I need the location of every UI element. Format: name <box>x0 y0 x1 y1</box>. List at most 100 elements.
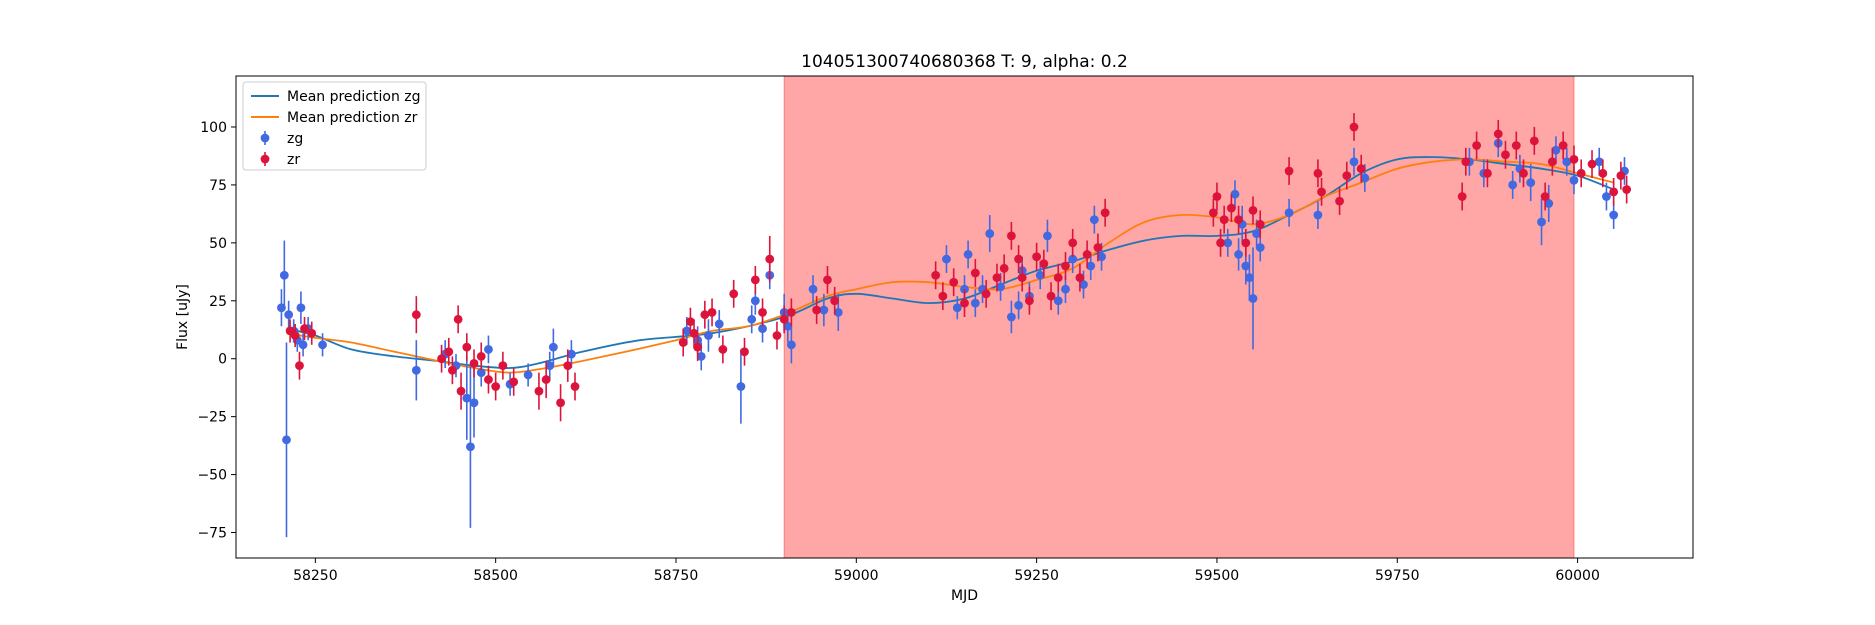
data-point-zr <box>981 289 991 299</box>
data-point-zr <box>1501 150 1510 160</box>
data-point-zr <box>290 331 300 340</box>
data-point-zr <box>563 361 573 371</box>
data-point-zg <box>469 398 479 408</box>
data-point-zr <box>462 342 472 352</box>
data-point-zr <box>1540 192 1550 201</box>
data-point-zr <box>1208 208 1218 218</box>
data-point-zr <box>1093 243 1103 252</box>
data-point-zg <box>1079 280 1088 289</box>
data-point-zr <box>758 307 767 317</box>
data-point-zg <box>1544 199 1554 208</box>
data-point-zg <box>462 393 472 403</box>
data-point-zg <box>808 284 818 294</box>
data-point-zr <box>1483 168 1492 178</box>
y-tick-label: −25 <box>197 410 227 426</box>
data-point-zr <box>678 338 688 347</box>
data-point-zr <box>1587 159 1597 169</box>
data-point-zg <box>1594 157 1604 167</box>
data-point-zr <box>1317 187 1326 197</box>
data-point-zg <box>1360 173 1370 183</box>
data-point-zg <box>1245 273 1254 283</box>
data-point-zr <box>509 377 519 387</box>
data-point-zr <box>469 358 479 368</box>
data-point-zg <box>747 314 757 324</box>
data-point-zr <box>1053 273 1063 283</box>
data-point-zr <box>1061 261 1070 271</box>
x-tick-label: 59500 <box>1195 568 1240 584</box>
data-point-zg <box>996 282 1005 292</box>
data-point-zg <box>411 365 421 375</box>
x-tick-label: 60000 <box>1555 568 1600 584</box>
y-axis-label: Flux [uJy] <box>175 284 191 350</box>
data-point-zr <box>750 275 760 285</box>
data-point-zr <box>570 382 580 391</box>
data-point-zr <box>1075 273 1085 283</box>
data-point-zr <box>700 310 710 320</box>
data-point-zg <box>318 340 327 350</box>
data-point-zg <box>714 319 724 329</box>
data-point-zr <box>1457 192 1467 201</box>
data-point-zr <box>729 289 739 299</box>
data-point-zg <box>1053 296 1063 306</box>
data-point-zr <box>779 314 789 324</box>
data-point-zr <box>1598 168 1608 178</box>
legend-box <box>242 81 427 171</box>
data-point-zg <box>282 435 291 445</box>
data-point-zr <box>823 275 832 285</box>
legend-label: zr <box>287 152 300 168</box>
data-point-zr <box>476 351 486 361</box>
legend-label: Mean prediction zg <box>287 89 421 105</box>
data-point-zr <box>772 331 782 340</box>
legend-point-marker <box>260 154 270 164</box>
data-point-zg <box>1284 208 1294 218</box>
legend-point-marker <box>260 133 270 143</box>
data-point-zr <box>718 345 728 354</box>
data-point-zg <box>523 370 533 380</box>
y-tick-label: 0 <box>218 352 227 368</box>
data-point-zg <box>466 442 475 452</box>
legend-label: Mean prediction zr <box>287 110 418 126</box>
data-point-zr <box>1342 171 1352 181</box>
data-point-zr <box>1014 254 1023 264</box>
data-point-zr <box>1356 164 1366 174</box>
data-point-zg <box>833 307 843 317</box>
data-point-zr <box>1025 296 1034 306</box>
data-point-zg <box>545 361 555 371</box>
y-tick-label: 25 <box>209 294 227 310</box>
data-point-zg <box>1234 250 1243 259</box>
data-point-zr <box>1335 196 1344 206</box>
data-point-zr <box>1576 168 1586 178</box>
data-point-zg <box>758 324 767 333</box>
data-point-zr <box>491 382 501 391</box>
data-point-zr <box>1032 252 1042 262</box>
data-point-zr <box>830 296 840 306</box>
x-tick-label: 59000 <box>834 568 879 584</box>
data-point-zg <box>1248 294 1258 303</box>
data-point-zr <box>1216 238 1225 248</box>
data-point-zr <box>1461 157 1471 167</box>
data-point-zg <box>786 340 796 350</box>
data-point-zr <box>812 305 822 315</box>
data-point-zr <box>1529 136 1539 146</box>
x-tick-label: 59250 <box>1014 568 1059 584</box>
x-tick-label: 58500 <box>473 568 518 584</box>
data-point-zr <box>1493 129 1503 139</box>
data-point-zg <box>548 342 558 352</box>
data-point-zr <box>534 386 544 396</box>
data-point-zr <box>1558 141 1568 150</box>
data-point-zg <box>704 331 713 340</box>
data-point-zr <box>1226 203 1236 213</box>
data-point-zg <box>1223 238 1233 248</box>
data-point-zr <box>740 347 749 357</box>
data-point-zr <box>541 375 551 384</box>
data-point-zg <box>985 229 995 238</box>
data-point-zr <box>1100 208 1110 218</box>
data-point-zg <box>952 303 962 313</box>
data-point-zr <box>1219 215 1229 225</box>
data-point-zr <box>307 328 317 338</box>
data-point-zr <box>447 365 457 375</box>
data-point-zr <box>1511 141 1521 150</box>
data-point-zr <box>411 310 421 320</box>
data-point-zr <box>1006 231 1016 241</box>
data-point-zr <box>1241 238 1251 248</box>
